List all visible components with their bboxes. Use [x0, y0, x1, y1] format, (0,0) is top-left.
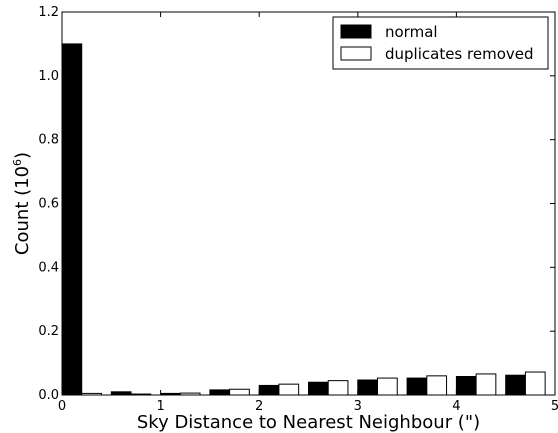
legend-label-duplicates-removed: duplicates removed [385, 45, 534, 63]
x-tick-label: 0 [58, 399, 66, 414]
bar-duplicates-removed-3 [229, 388, 250, 396]
bars-layer [61, 43, 546, 396]
y-tick-label: 0.2 [38, 324, 59, 339]
bar-duplicates-removed-9 [524, 371, 546, 396]
y-tick-label: 1.0 [38, 69, 59, 84]
legend: normal duplicates removed [332, 16, 549, 70]
y-tick-label: 0.0 [38, 388, 59, 403]
bar-duplicates-removed-7 [426, 375, 448, 396]
y-axis-label-power-exp: 6 [11, 159, 24, 166]
bar-normal-7 [406, 377, 428, 396]
bar-normal-3 [209, 389, 231, 396]
ticks-layer: 0 1 2 3 4 5 0.0 0.2 0.4 0.6 0.8 1.0 1.2 [38, 5, 558, 414]
x-tick-label: 2 [255, 399, 263, 414]
bar-normal-0 [61, 43, 83, 396]
y-tick-label: 1.2 [38, 5, 59, 20]
bar-duplicates-removed-6 [377, 377, 398, 396]
y-tick-label: 0.8 [38, 133, 59, 148]
bar-duplicates-removed-4 [278, 383, 300, 396]
y-axis-label-power-base: 10 [12, 166, 33, 189]
x-tick-label: 3 [354, 399, 362, 414]
y-tick-label: 0.4 [38, 260, 59, 275]
x-tick-label: 1 [156, 399, 164, 414]
bar-normal-4 [258, 384, 280, 396]
y-tick-label: 0.6 [38, 197, 59, 212]
bar-duplicates-removed-8 [475, 373, 497, 396]
y-axis-label-suffix: ) [12, 152, 33, 159]
x-tick-label: 5 [551, 399, 558, 414]
bar-normal-6 [357, 379, 379, 396]
y-axis-label: Count (106) [11, 152, 33, 255]
x-axis-label: Sky Distance to Nearest Neighbour (") [137, 412, 480, 433]
legend-swatch-duplicates-removed [340, 46, 372, 61]
y-axis-label-prefix: Count ( [12, 189, 33, 255]
bar-duplicates-removed-5 [327, 380, 349, 396]
bar-normal-5 [308, 381, 329, 396]
bar-normal-9 [505, 374, 526, 396]
bar-normal-8 [455, 375, 477, 396]
x-tick-label: 4 [452, 399, 460, 414]
legend-swatch-normal [340, 24, 372, 39]
legend-label-normal: normal [385, 23, 438, 41]
